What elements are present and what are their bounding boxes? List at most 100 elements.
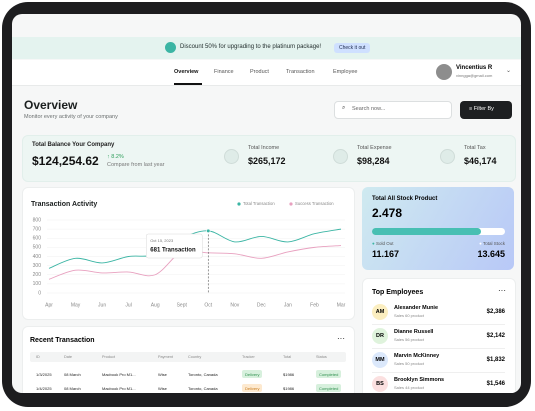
column-header: Total [283, 355, 292, 359]
stat-icon [440, 149, 455, 164]
chart-title: Transaction Activity [31, 201, 97, 208]
status-badge: Delivery [242, 384, 263, 392]
page-title: Overview [24, 98, 78, 112]
employee-avatar: DR [372, 328, 388, 344]
employee-name: Dianne Russell [394, 329, 434, 335]
sold-value: 11.167 [372, 249, 400, 259]
balance-note: Compare from last year [107, 162, 165, 168]
banner [12, 37, 521, 59]
banner-button[interactable]: Check it out [334, 43, 371, 53]
divider [372, 324, 505, 325]
total-label: ● Total Stock [479, 241, 505, 246]
employee-name: Alexander Munie [394, 305, 439, 311]
nav-item[interactable]: Overview [174, 69, 199, 75]
employee-name: Brooklyn Simmons [394, 377, 445, 383]
employee-name: Marvin McKinney [394, 353, 440, 359]
stock-title: Total All Stock Product [372, 196, 438, 202]
employee-amount: $2,142 [486, 333, 505, 339]
column-header: Status [316, 355, 327, 359]
employee-avatar: BS [372, 376, 388, 392]
tooltip-label: 681 Transaction [150, 248, 196, 254]
stat-icon [333, 149, 348, 164]
y-tick-label: 300 [33, 263, 42, 269]
table-cell: 1/3/2025 [36, 372, 52, 377]
column-header: Date [64, 355, 73, 359]
filter-label: ≡ Filter By [469, 106, 494, 112]
transactions-menu[interactable]: ··· [337, 334, 345, 343]
divider [372, 372, 505, 373]
x-tick-label: Dec [257, 302, 266, 308]
sold-label: ● Sold Out [372, 241, 394, 246]
table-cell: $1986 [283, 386, 295, 391]
summary-card [22, 135, 516, 182]
chevron[interactable]: ⌄ [506, 68, 512, 74]
employee-avatar: AM [372, 304, 388, 320]
nav-item[interactable]: Employee [333, 69, 358, 75]
column-header: Payment [158, 355, 173, 359]
balance-value: $124,254.62 [32, 154, 99, 168]
nav-item[interactable]: Transaction [286, 69, 315, 75]
employee-amount: $1,832 [486, 357, 505, 363]
total-value: 13.645 [477, 249, 505, 259]
x-tick-label: Aug [151, 302, 160, 308]
table-cell: $1986 [283, 372, 295, 377]
filter-text: Filter By [473, 106, 494, 112]
table-cell: 08 March [64, 386, 81, 391]
filter-button[interactable] [460, 101, 512, 119]
column-header: ID [36, 355, 40, 359]
table-cell: Macbook Pro M1... [102, 372, 136, 377]
search-icon: ⌕ [342, 105, 346, 111]
table-cell: Wise [158, 372, 167, 377]
search-box[interactable] [334, 101, 452, 119]
table-cell: Macbook Pro M1... [102, 386, 136, 391]
y-tick-label: 500 [33, 245, 42, 251]
employee-amount: $1,546 [486, 381, 505, 387]
tooltip-box [146, 233, 203, 259]
stat-icon [224, 149, 239, 164]
stock-value: 2.478 [372, 206, 403, 220]
legend-dot [237, 202, 241, 206]
employees-menu[interactable]: ··· [498, 286, 506, 295]
x-tick-label: Jul [125, 302, 131, 308]
employee-note: Sales 56 product [394, 337, 425, 342]
stat-label: Total Expense [357, 145, 392, 151]
x-tick-label: Nov [230, 302, 239, 308]
user-email: vinngga@gmail.com [456, 73, 493, 78]
balance-change: ↑ 8.2% [107, 154, 124, 160]
balance-label: Total Balance Your Company [32, 142, 115, 148]
employee-note: Sales 44 product [394, 385, 425, 390]
banner-icon [165, 42, 176, 53]
stock-fill [372, 228, 481, 235]
table-header [30, 352, 346, 362]
screen: Discount 50% for upgrading to the platin… [12, 14, 521, 393]
employee-amount: $2,386 [486, 309, 505, 315]
series-line [48, 228, 342, 269]
employee-note: Sales 50 product [394, 361, 425, 366]
y-tick-label: 800 [33, 217, 42, 223]
stat-label: Total Tax [464, 145, 486, 151]
table-cell: Toronto, Canada [188, 386, 218, 391]
sold-text: Sold Out [375, 241, 394, 246]
y-tick-label: 0 [38, 290, 41, 296]
search-placeholder: Search now... [352, 106, 386, 112]
page-subtitle: Monitor every activity of your company [24, 114, 118, 120]
column-header: Product [102, 355, 116, 359]
nav-item[interactable]: Product [250, 69, 269, 75]
employee-avatar: MM [372, 352, 388, 368]
x-tick-label: Jan [284, 302, 292, 308]
y-tick-label: 600 [33, 236, 42, 242]
status-badge: Completed [316, 384, 342, 392]
nav-item[interactable]: Finance [214, 69, 234, 75]
x-tick-label: Oct [204, 302, 212, 308]
column-header: Tracker [242, 355, 255, 359]
y-tick-label: 100 [33, 281, 42, 287]
status-badge: Delivery [242, 370, 263, 378]
column-header: Country [188, 355, 202, 359]
stat-value: $98,284 [357, 156, 390, 166]
x-tick-label: Apr [45, 302, 53, 308]
x-tick-label: Mar [337, 302, 346, 308]
x-tick-label: May [71, 302, 81, 308]
tooltip-point [206, 228, 211, 233]
banner-text: Discount 50% for upgrading to the platin… [180, 44, 322, 50]
